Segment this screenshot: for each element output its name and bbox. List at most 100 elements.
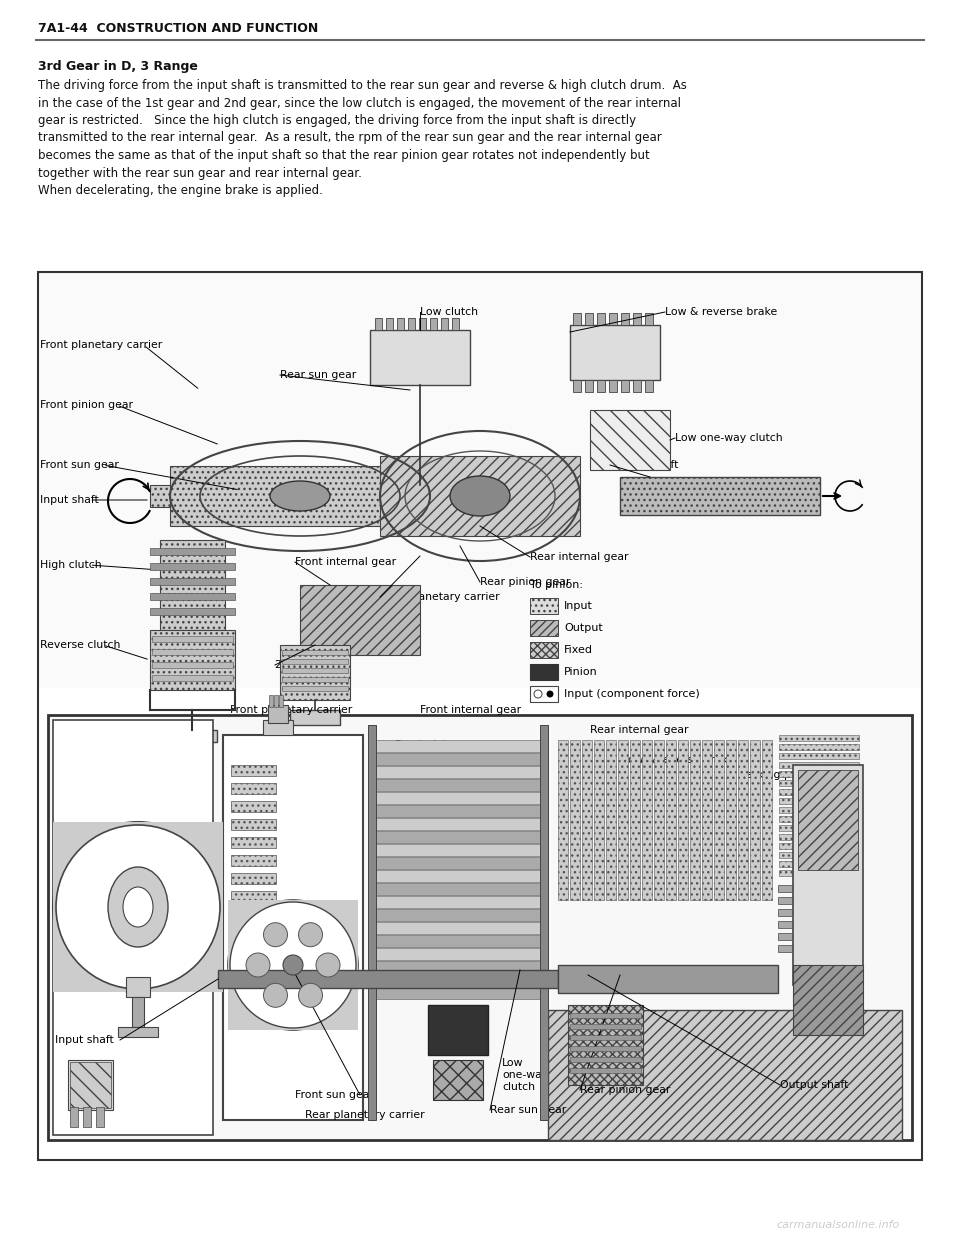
Bar <box>570 1035 641 1040</box>
Bar <box>373 895 543 908</box>
Bar <box>68 1059 113 1110</box>
Bar <box>373 909 543 922</box>
Bar <box>282 686 348 691</box>
Bar <box>53 822 223 992</box>
Bar <box>375 318 382 330</box>
Bar <box>621 313 629 325</box>
Text: Output shaft: Output shaft <box>610 460 679 469</box>
Bar <box>118 1027 158 1037</box>
Bar <box>231 837 276 848</box>
Text: Low one-way clutch: Low one-way clutch <box>675 433 782 443</box>
Bar <box>609 380 617 392</box>
Bar <box>678 740 688 900</box>
Bar <box>702 740 712 900</box>
Bar <box>279 696 283 707</box>
Bar <box>48 715 912 1140</box>
Bar <box>568 1005 643 1086</box>
Bar <box>793 765 863 985</box>
Bar <box>779 825 859 831</box>
Bar <box>269 696 273 707</box>
Text: Front sun gear: Front sun gear <box>295 1090 373 1100</box>
Circle shape <box>56 825 220 989</box>
Circle shape <box>53 822 223 992</box>
Bar <box>778 897 792 904</box>
Text: Low
one-way
clutch: Low one-way clutch <box>502 1058 548 1092</box>
Text: Output shaft: Output shaft <box>780 1081 849 1090</box>
Bar <box>373 883 543 895</box>
Bar <box>654 740 664 900</box>
Bar <box>779 816 859 822</box>
Bar <box>218 970 558 987</box>
Bar <box>70 1062 111 1108</box>
Text: together with the rear sun gear and rear internal gear.: together with the rear sun gear and rear… <box>38 166 362 180</box>
Bar <box>268 705 288 723</box>
Circle shape <box>299 984 323 1007</box>
Bar <box>70 1107 78 1126</box>
Text: To pinion:: To pinion: <box>530 580 583 590</box>
Bar <box>380 456 580 537</box>
Bar <box>150 578 235 585</box>
Bar <box>618 740 628 900</box>
Bar <box>397 318 404 330</box>
Bar <box>633 380 641 392</box>
Circle shape <box>547 691 553 697</box>
Text: 3rd Gear in D, 3 Range: 3rd Gear in D, 3 Range <box>38 60 198 73</box>
Text: Rear internal gear: Rear internal gear <box>530 551 629 561</box>
Bar <box>530 642 558 658</box>
Bar <box>779 753 859 759</box>
Text: 2-4 brake: 2-4 brake <box>275 660 327 669</box>
Bar <box>779 833 859 840</box>
Bar <box>778 922 792 928</box>
Bar <box>419 318 426 330</box>
Bar <box>38 272 922 1160</box>
Bar <box>585 313 593 325</box>
Text: Low & reverse brake: Low & reverse brake <box>665 307 778 317</box>
Bar <box>778 933 792 940</box>
Bar <box>282 668 348 673</box>
Bar <box>274 696 278 707</box>
Bar <box>778 886 792 892</box>
Bar <box>150 592 235 600</box>
Bar <box>223 735 363 1120</box>
Bar <box>573 313 581 325</box>
Bar <box>290 710 340 725</box>
Bar <box>373 987 543 999</box>
Bar <box>231 801 276 812</box>
Bar <box>585 380 593 392</box>
Text: Low clutch: Low clutch <box>485 755 543 765</box>
Bar <box>779 843 859 850</box>
Bar <box>231 818 276 830</box>
Text: Rear planetary carrier: Rear planetary carrier <box>380 592 499 602</box>
Circle shape <box>263 984 287 1007</box>
Bar <box>633 313 641 325</box>
Text: Front planetary carrier: Front planetary carrier <box>230 705 352 715</box>
Bar <box>231 891 276 902</box>
Bar <box>779 744 859 750</box>
Bar <box>132 997 144 1027</box>
Text: Input (component force): Input (component force) <box>564 689 700 699</box>
Text: Front internal gear: Front internal gear <box>420 705 521 715</box>
Bar <box>433 1059 483 1100</box>
Bar <box>779 771 859 777</box>
Bar <box>582 740 592 900</box>
Bar <box>39 273 921 688</box>
Bar <box>282 650 348 655</box>
Text: Output: Output <box>564 623 603 633</box>
Bar <box>530 597 558 614</box>
Bar <box>597 313 605 325</box>
Text: High clutch: High clutch <box>40 560 102 570</box>
Bar <box>152 650 233 655</box>
Bar <box>300 585 420 655</box>
Bar <box>570 1023 641 1030</box>
Bar <box>778 909 792 917</box>
Text: Input: Input <box>564 601 593 611</box>
Bar <box>231 765 276 776</box>
Bar <box>779 780 859 786</box>
Bar <box>762 740 772 900</box>
Bar <box>373 792 543 804</box>
Bar <box>726 740 736 900</box>
Text: High clutch: High clutch <box>105 725 167 735</box>
Bar <box>597 380 605 392</box>
Bar <box>594 740 604 900</box>
Bar <box>373 818 543 830</box>
